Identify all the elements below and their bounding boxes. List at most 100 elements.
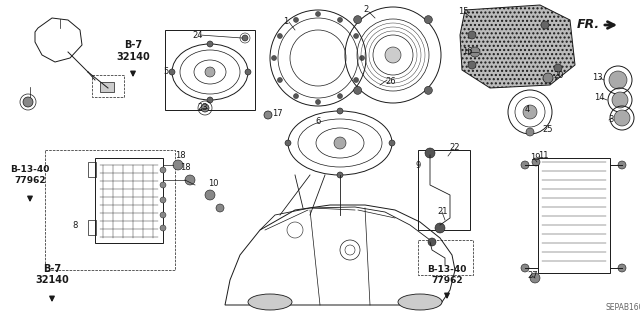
Bar [92,75,124,97]
Text: 24: 24 [192,31,202,40]
Circle shape [523,105,537,119]
Text: 1: 1 [283,18,288,26]
Text: B-7: B-7 [124,40,142,50]
Text: 27: 27 [527,271,538,280]
Circle shape [612,92,628,108]
Circle shape [285,140,291,146]
Text: 3: 3 [608,115,613,124]
Circle shape [160,212,166,218]
Circle shape [242,35,248,41]
Text: SEPAB1600: SEPAB1600 [605,303,640,313]
Circle shape [424,16,433,24]
Circle shape [185,175,195,185]
Circle shape [554,64,562,72]
Circle shape [216,204,224,212]
Circle shape [385,47,401,63]
Circle shape [294,18,298,22]
Bar [538,158,610,273]
Circle shape [389,140,395,146]
Circle shape [618,161,626,169]
Circle shape [424,86,433,94]
Circle shape [360,56,365,61]
Text: FR.: FR. [577,19,600,32]
Circle shape [609,71,627,89]
Text: 13: 13 [592,73,603,83]
Bar [95,158,163,243]
Circle shape [468,61,476,69]
Bar [418,150,470,230]
Circle shape [271,56,276,61]
Circle shape [337,108,343,114]
Bar [88,162,96,177]
Text: 26: 26 [385,78,396,86]
Circle shape [614,110,630,126]
Polygon shape [460,5,575,88]
Circle shape [530,273,540,283]
Text: 4: 4 [525,106,531,115]
Circle shape [173,160,183,170]
Circle shape [435,223,445,233]
Text: 9: 9 [415,160,420,169]
Text: B-13-40: B-13-40 [10,165,50,174]
Circle shape [354,78,358,83]
Circle shape [354,86,362,94]
Circle shape [277,78,282,83]
Circle shape [316,11,321,17]
Ellipse shape [398,294,442,310]
Circle shape [160,197,166,203]
Text: 32140: 32140 [35,275,69,285]
Circle shape [23,97,33,107]
Circle shape [532,158,540,166]
Text: 23: 23 [197,103,207,113]
Bar [418,240,473,275]
Text: 17: 17 [272,108,283,117]
Text: 25: 25 [542,125,552,135]
Circle shape [337,172,343,178]
Circle shape [618,264,626,272]
Circle shape [245,69,251,75]
Text: B-7: B-7 [43,264,61,274]
Text: 11: 11 [538,151,548,160]
Circle shape [205,190,215,200]
Circle shape [337,18,342,22]
Text: 8: 8 [72,220,77,229]
Bar [100,82,114,92]
Circle shape [521,264,529,272]
Text: 21: 21 [437,207,447,217]
Text: 10: 10 [208,179,218,188]
Circle shape [543,73,553,83]
Circle shape [160,225,166,231]
Text: 16: 16 [462,48,472,56]
Bar [88,220,96,235]
Ellipse shape [248,294,292,310]
Text: 20: 20 [553,70,563,79]
Circle shape [521,161,529,169]
Circle shape [354,16,362,24]
Text: 32140: 32140 [116,52,150,62]
Bar [45,150,175,270]
Circle shape [425,148,435,158]
Bar [165,30,255,110]
Circle shape [337,93,342,99]
Circle shape [264,111,272,119]
Text: 2: 2 [363,5,368,14]
Circle shape [468,31,476,39]
Text: B-13-40: B-13-40 [428,265,467,274]
Text: 77962: 77962 [14,176,46,185]
Circle shape [541,21,549,29]
Circle shape [207,41,213,47]
Circle shape [334,137,346,149]
Circle shape [428,238,436,246]
Circle shape [205,67,215,77]
Text: 77962: 77962 [431,276,463,285]
Circle shape [169,69,175,75]
Text: 22: 22 [449,144,460,152]
Circle shape [526,128,534,136]
Circle shape [277,33,282,39]
Text: 15: 15 [458,8,468,17]
Circle shape [294,93,298,99]
Text: 5: 5 [163,68,168,77]
Circle shape [201,104,209,112]
Circle shape [316,100,321,105]
Circle shape [470,47,480,57]
